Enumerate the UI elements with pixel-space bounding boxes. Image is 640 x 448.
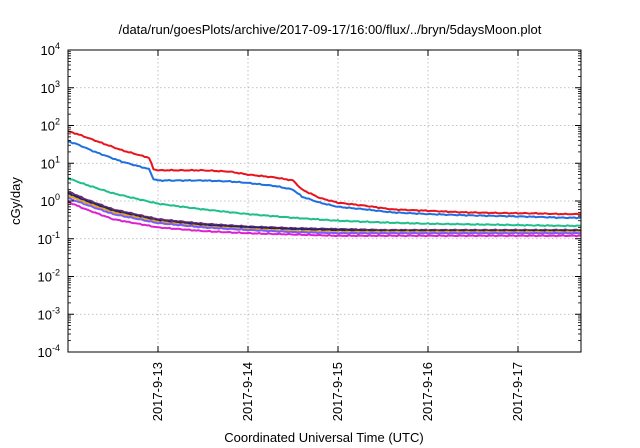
y-tick-label: 103 (41, 79, 60, 96)
series-line (67, 140, 582, 220)
grid (68, 50, 581, 352)
y-tick-label: 104 (41, 41, 60, 58)
y-axis-label: cGy/day (8, 177, 23, 225)
y-tick-label: 101 (41, 154, 60, 171)
series-line (67, 200, 582, 238)
chart-title: /data/run/goesPlots/archive/2017-09-17/1… (119, 22, 542, 37)
series-line (67, 130, 582, 216)
series-line (67, 177, 582, 228)
x-tick-label: 2017-9-14 (240, 362, 255, 421)
x-axis-label: Coordinated Universal Time (UTC) (224, 430, 423, 445)
x-tick-label: 2017-9-15 (330, 362, 345, 421)
y-tick-label: 10-4 (38, 343, 60, 360)
x-tick-label: 2017-9-17 (510, 362, 525, 421)
ticks: 10-4 10-3 10-2 10-1 100 101 102 103 104 2017-9-13… (38, 41, 581, 421)
series-group (67, 130, 582, 238)
x-tick-label: 2017-9-16 (420, 362, 435, 421)
y-tick-label: 102 (41, 117, 60, 134)
plot-frame (67, 49, 582, 353)
y-tick-label: 10-1 (38, 230, 60, 247)
x-tick-label: 2017-9-13 (150, 362, 165, 421)
y-tick-label: 10-2 (38, 268, 60, 285)
y-tick-label: 100 (41, 192, 60, 209)
series-line (67, 197, 582, 235)
y-tick-label: 10-3 (38, 305, 60, 322)
